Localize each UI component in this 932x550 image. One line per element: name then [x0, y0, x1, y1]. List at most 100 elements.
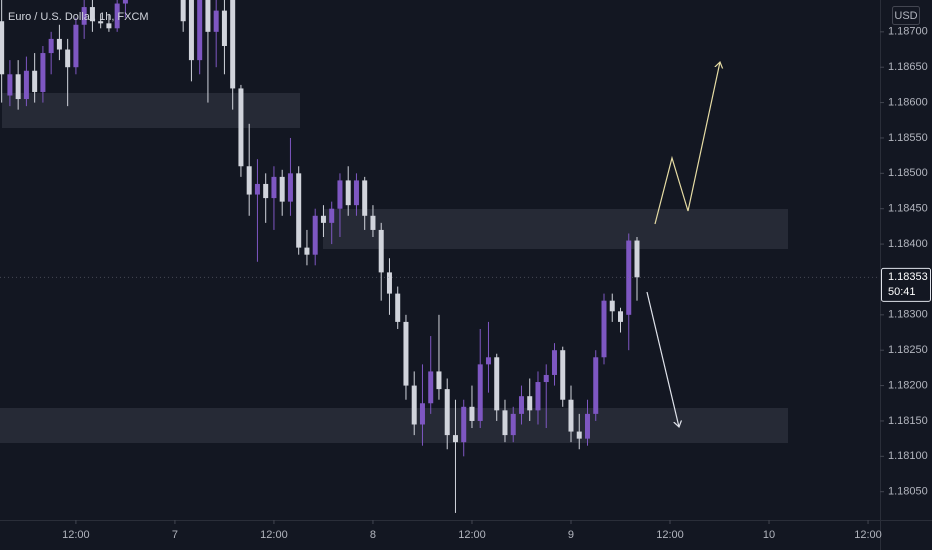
candle-body [502, 410, 508, 436]
x-tick-label: 9 [568, 529, 574, 541]
candle-body [238, 88, 244, 167]
arrow-up [654, 62, 720, 225]
candle-body [568, 399, 574, 432]
candle-body [329, 208, 335, 223]
candle-body [89, 7, 95, 22]
countdown-label: 50:41 [888, 286, 916, 298]
candle-body [287, 173, 293, 202]
candle-body [221, 10, 227, 46]
currency-label: USD [894, 10, 917, 22]
last-price-box [881, 267, 931, 302]
candle-body [81, 7, 87, 25]
candles [0, 0, 880, 513]
y-tick-label: 1.18500 [888, 167, 928, 179]
candle-body [320, 215, 326, 223]
candle-body [395, 293, 401, 322]
candle-body [48, 38, 54, 54]
zone [0, 408, 788, 443]
candle-body [337, 180, 343, 209]
candle-body [180, 0, 186, 22]
candle-body [436, 371, 442, 390]
candle-body [461, 406, 467, 443]
candle-body [518, 396, 524, 414]
x-tick-label: 12:00 [458, 529, 486, 541]
candle-body [378, 229, 384, 273]
last-price-label: 1.18353 [888, 271, 928, 283]
candle-body [452, 435, 458, 443]
candle-body [230, 0, 236, 89]
y-tick-label: 1.18050 [888, 486, 928, 498]
candle-body [213, 10, 219, 32]
candle-body [477, 364, 483, 421]
candle-body [403, 321, 409, 386]
candle-body [0, 21, 5, 75]
chart-title: Euro / U.S. Dollar, 1h, FXCM [8, 11, 149, 23]
y-tick-label: 1.18300 [888, 309, 928, 321]
candle-body [296, 173, 302, 248]
candle-body [197, 0, 203, 61]
y-tick-label: 1.18400 [888, 238, 928, 250]
candle-body [411, 385, 417, 425]
x-tick-label: 12:00 [854, 529, 882, 541]
y-tick-label: 1.18150 [888, 415, 928, 427]
candle-body [32, 70, 38, 92]
candle-body [593, 357, 599, 414]
candle-body [617, 311, 623, 322]
candle-body [246, 166, 252, 195]
plot-area [0, 0, 880, 513]
candle-body [7, 74, 13, 96]
candle-body [304, 247, 310, 255]
candle-body [114, 3, 120, 29]
candle-body [584, 413, 590, 439]
candle-body [271, 176, 277, 199]
candle-body [122, 0, 128, 4]
candle-body [527, 396, 533, 411]
y-tick-label: 1.18550 [888, 132, 928, 144]
candle-body [370, 215, 376, 230]
x-tick-label: 8 [370, 529, 376, 541]
y-tick-label: 1.18650 [888, 61, 928, 73]
y-tick-label: 1.18700 [888, 26, 928, 38]
candle-body [15, 74, 21, 100]
candle-body [551, 350, 557, 375]
x-tick-label: 12:00 [656, 529, 684, 541]
candle-body [312, 215, 318, 255]
x-tick-label: 10 [763, 529, 775, 541]
zone [2, 93, 300, 128]
candle-body [386, 272, 392, 294]
candle-body [535, 382, 541, 411]
candle-body [601, 300, 607, 358]
y-tick-label: 1.18200 [888, 379, 928, 391]
currency-box [892, 6, 920, 25]
candle-body [576, 431, 582, 439]
candle-body [23, 70, 29, 100]
candle-body [419, 403, 425, 425]
candle-body [469, 406, 475, 421]
candle-body [634, 240, 640, 278]
candle-body [353, 180, 359, 206]
candle-body [485, 357, 491, 365]
candle-body [543, 374, 549, 383]
candle-body [560, 350, 566, 400]
candle-body [98, 21, 104, 24]
candle-body [106, 23, 112, 29]
candle-body [40, 53, 46, 92]
y-tick-label: 1.18600 [888, 96, 928, 108]
candle-body [279, 176, 285, 202]
arrow-down [646, 291, 679, 427]
candle-body [510, 413, 516, 436]
candle-body [494, 357, 500, 411]
candle-body [263, 183, 269, 199]
candle-body [444, 389, 450, 436]
y-tick-label: 1.18250 [888, 344, 928, 356]
x-tick-label: 12:00 [62, 529, 90, 541]
candle-body [56, 38, 62, 50]
candle-body [428, 371, 434, 404]
zone [323, 209, 788, 249]
candle-body [65, 49, 71, 68]
candle-body [73, 24, 79, 68]
axes: 1.18700 1.18650 1.18600 1.18550 1.18500 1.184… [62, 26, 931, 541]
